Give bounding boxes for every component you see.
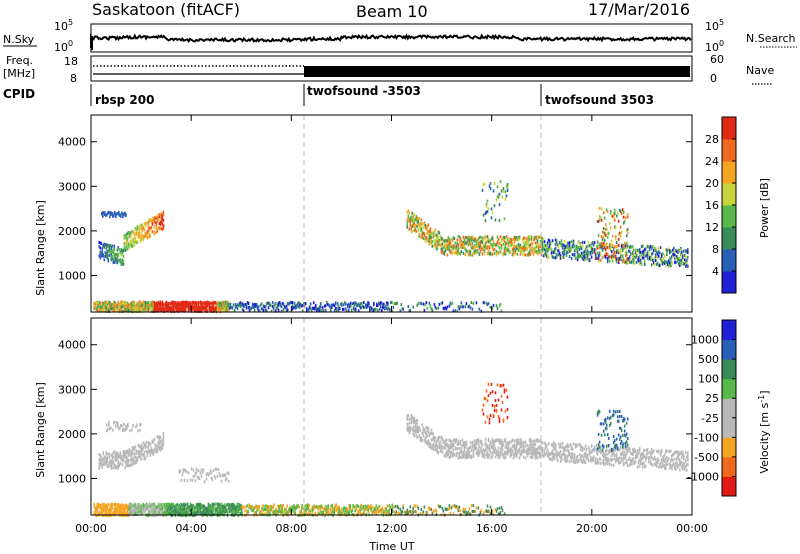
power-colorbar-swatch <box>722 205 736 228</box>
freq-tick-bottom: 8 <box>70 72 77 85</box>
x-tick-label: 20:00 <box>576 522 608 535</box>
y-tick-label: 1000 <box>58 472 86 485</box>
velocity-colorbar-swatch <box>722 339 736 360</box>
power-ylabel: Slant Range [km] <box>34 200 47 296</box>
velocity-colorbar-tick: 500 <box>698 353 719 366</box>
nsky-tick-bottom: 100 <box>54 39 73 54</box>
cpid-mode-2: twofsound -3503 <box>307 84 421 98</box>
power-colorbar-swatch <box>722 183 736 206</box>
velocity-colorbar-tick: 100 <box>698 373 719 386</box>
cpid-mode-3: twofsound 3503 <box>545 93 654 107</box>
velocity-colorbar-tick: -1000 <box>687 470 719 483</box>
velocity-colorbar-swatch <box>722 437 736 458</box>
power-colorbar-swatch <box>722 117 736 140</box>
x-tick-label: 00:00 <box>676 522 708 535</box>
power-colorbar-tick: 28 <box>705 133 719 146</box>
freq-unit: [MHz] <box>3 67 35 80</box>
x-tick-label: 04:00 <box>175 522 207 535</box>
power-panel: 1000 2000 3000 4000 Slant Range [km] 4 8 12 16… <box>34 114 771 314</box>
power-colorbar-swatch <box>722 271 736 294</box>
nsearch-tick-bottom: 100 <box>705 39 724 54</box>
nave-tick-bottom: 0 <box>710 72 717 85</box>
velocity-colorbar-swatch <box>722 476 736 497</box>
nsky-line <box>90 33 692 48</box>
x-tick-label: 12:00 <box>376 522 408 535</box>
power-colorbar-swatch <box>722 139 736 162</box>
power-data <box>93 180 689 314</box>
cpid-label: CPID <box>3 87 35 101</box>
velocity-colorbar-tick: -100 <box>694 431 719 444</box>
y-tick-label: 1000 <box>58 269 86 282</box>
power-colorbar-tick: 12 <box>705 221 719 234</box>
nsearch-label: N.Search <box>746 32 796 45</box>
nsky-panel: N.Sky 105 100 105 100 N.Search <box>3 18 797 54</box>
velocity-colorbar-tick: 25 <box>705 392 719 405</box>
nsky-label: N.Sky <box>3 33 35 46</box>
beam-title: Beam 10 <box>356 2 428 21</box>
power-colorbar-label: Power [dB] <box>758 178 771 238</box>
y-tick-label: 3000 <box>58 180 86 193</box>
velocity-colorbar-swatch <box>722 320 736 341</box>
x-tick-label: 16:00 <box>476 522 508 535</box>
power-colorbar-swatch <box>722 249 736 272</box>
y-tick-label: 4000 <box>58 136 86 149</box>
y-tick-label: 4000 <box>58 339 86 352</box>
power-colorbar-tick: 4 <box>712 265 719 278</box>
velocity-colorbar-swatch <box>722 456 736 477</box>
velocity-colorbar: -1000 -500 -100 -25 25 100 500 1000 <box>687 319 737 497</box>
velocity-colorbar-swatch <box>722 417 736 438</box>
power-colorbar-tick: 8 <box>712 243 719 256</box>
power-y-axis: 1000 2000 3000 4000 <box>58 136 692 282</box>
velocity-colorbar-label: Velocity [m s-1] <box>757 390 771 473</box>
power-colorbar-tick: 20 <box>705 177 719 190</box>
y-tick-label: 2000 <box>58 428 86 441</box>
velocity-y-axis: 1000 2000 3000 4000 <box>58 339 692 485</box>
nsky-trace <box>90 33 692 50</box>
y-tick-label: 2000 <box>58 225 86 238</box>
x-tick-label: 00:00 <box>75 522 107 535</box>
x-axis-label: Time UT <box>368 540 414 553</box>
nave-label: Nave <box>746 64 774 77</box>
y-tick-label: 3000 <box>58 383 86 396</box>
nsearch-tick-top: 105 <box>705 18 724 33</box>
velocity-colorbar-tick: 1000 <box>691 334 719 347</box>
freq-label: Freq. <box>6 54 33 67</box>
x-axis: 00:00 04:00 08:00 12:00 16:00 20:00 00:00 <box>75 115 708 535</box>
velocity-colorbar-tick: -500 <box>694 451 719 464</box>
power-colorbar: 4 8 12 16 20 24 28 <box>705 116 737 294</box>
velocity-colorbar-swatch <box>722 398 736 419</box>
power-colorbar-swatch <box>722 161 736 184</box>
cpid-mode-1: rbsp 200 <box>95 93 154 107</box>
power-colorbar-swatch <box>722 227 736 250</box>
nsky-tick-top: 105 <box>54 18 73 33</box>
date-title: 17/Mar/2016 <box>588 0 690 19</box>
freq-tick-top: 18 <box>64 55 78 68</box>
velocity-ylabel: Slant Range [km] <box>34 382 47 478</box>
x-tick-label: 08:00 <box>275 522 307 535</box>
nave-tick-top: 60 <box>710 53 724 66</box>
station-title: Saskatoon (fitACF) <box>92 0 240 19</box>
velocity-colorbar-tick: -25 <box>701 412 719 425</box>
freq-panel: Freq. [MHz] 18 8 60 0 Nave <box>3 53 774 85</box>
velocity-colorbar-swatch <box>722 378 736 399</box>
power-colorbar-tick: 24 <box>705 155 719 168</box>
cpid-panel: CPID rbsp 200 twofsound -3503 twofsound … <box>3 84 654 107</box>
velocity-colorbar-swatch <box>722 359 736 380</box>
power-colorbar-tick: 16 <box>705 199 719 212</box>
nave-band <box>304 66 690 77</box>
